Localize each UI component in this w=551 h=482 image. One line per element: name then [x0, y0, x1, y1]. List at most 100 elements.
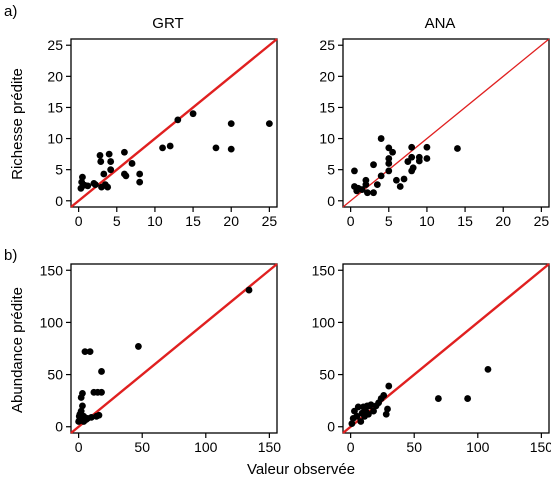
y-tick-label: 5 — [327, 162, 335, 178]
data-point — [365, 410, 372, 418]
panel-label-b: b) — [4, 247, 17, 264]
x-tick-label: 10 — [147, 213, 163, 229]
x-tick-label: 25 — [534, 213, 550, 229]
identity-line — [70, 38, 278, 208]
data-point — [353, 412, 361, 420]
identity-line — [342, 38, 550, 208]
x-tick-label: 0 — [75, 213, 83, 229]
data-point — [380, 392, 388, 399]
x-tick-label: 0 — [347, 213, 355, 229]
y-tick-label: 15 — [47, 99, 63, 115]
panel-frame — [342, 263, 550, 434]
y-tick-label: 50 — [47, 367, 63, 383]
data-point — [409, 164, 417, 172]
data-point — [136, 178, 144, 186]
data-point — [104, 183, 112, 191]
data-point — [86, 348, 94, 356]
data-point — [384, 405, 391, 413]
y-tick-label: 5 — [55, 162, 63, 178]
data-point — [357, 418, 365, 425]
y-tick-label: 0 — [55, 419, 63, 435]
data-point — [362, 181, 370, 189]
x-tick-label: 150 — [530, 439, 551, 455]
data-point — [377, 172, 385, 180]
data-point — [96, 151, 104, 159]
x-tick-label: 20 — [223, 213, 239, 229]
data-point — [423, 143, 431, 151]
scatter-panel-2: 0 5 10 15 20 25 0 5 10 15 20 25 — [319, 37, 550, 229]
data-point — [354, 403, 362, 411]
scatter-panel-4: 0 50 100 150 0 50 100 150 — [312, 262, 551, 455]
x-tick-label: 50 — [406, 439, 422, 455]
data-point — [92, 181, 99, 189]
x-axis-label: Valeur observée — [247, 461, 355, 478]
data-point — [84, 182, 92, 190]
x-tick-label: 25 — [262, 213, 278, 229]
data-point — [351, 167, 358, 175]
data-point — [415, 157, 423, 165]
data-point — [77, 407, 85, 415]
y-tick-label: 0 — [327, 419, 335, 435]
y-tick-label: 100 — [312, 314, 336, 330]
data-point — [400, 175, 408, 183]
x-tick-label: 150 — [258, 439, 282, 455]
data-point — [227, 145, 235, 153]
y-axis-label-abundance: Abundance prédite — [9, 287, 26, 413]
data-point — [408, 143, 416, 151]
data-point — [385, 382, 393, 390]
data-point — [370, 407, 377, 415]
data-point — [484, 365, 492, 373]
data-point — [107, 166, 115, 174]
x-tick-label: 0 — [347, 439, 355, 455]
x-tick-label: 20 — [495, 213, 511, 229]
x-tick-label: 10 — [419, 213, 435, 229]
data-point — [166, 142, 174, 150]
data-point — [95, 411, 103, 419]
y-tick-label: 10 — [47, 131, 63, 147]
data-point — [227, 120, 235, 128]
data-point — [100, 170, 108, 178]
data-point — [348, 420, 356, 428]
data-point — [107, 158, 115, 165]
y-tick-label: 150 — [40, 262, 64, 278]
data-point — [159, 144, 166, 152]
x-tick-label: 5 — [385, 213, 393, 229]
panel-frame — [70, 38, 278, 208]
x-tick-label: 5 — [113, 213, 121, 229]
scatter-panel-1: 0 5 10 15 20 25 0 5 10 15 20 25 — [47, 37, 278, 229]
data-point — [377, 135, 385, 142]
data-point — [396, 183, 404, 190]
data-point — [367, 401, 375, 409]
data-point — [364, 189, 371, 197]
y-tick-label: 25 — [47, 37, 63, 53]
data-point — [385, 160, 393, 167]
data-point — [87, 413, 95, 421]
data-point — [98, 388, 105, 396]
y-tick-label: 15 — [319, 99, 335, 115]
y-tick-label: 150 — [312, 262, 336, 278]
data-point — [265, 120, 273, 128]
data-point — [81, 348, 89, 356]
x-tick-label: 15 — [185, 213, 201, 229]
data-point — [454, 145, 461, 152]
x-tick-label: 0 — [75, 439, 83, 455]
data-point — [97, 158, 105, 165]
panel-label-a: a) — [4, 3, 17, 20]
data-point — [79, 389, 86, 397]
x-tick-label: 50 — [134, 439, 150, 455]
data-point — [370, 161, 377, 169]
data-point — [136, 170, 144, 178]
data-point — [434, 395, 442, 402]
data-point — [464, 395, 472, 402]
col-title-ana: ANA — [425, 15, 456, 32]
data-point — [134, 343, 142, 350]
data-point — [121, 148, 128, 156]
panel-frame — [342, 38, 550, 208]
data-point — [373, 181, 381, 189]
x-tick-label: 15 — [457, 213, 473, 229]
data-point — [245, 286, 253, 294]
data-point — [408, 153, 416, 161]
y-tick-label: 100 — [40, 314, 64, 330]
data-point — [212, 144, 220, 152]
